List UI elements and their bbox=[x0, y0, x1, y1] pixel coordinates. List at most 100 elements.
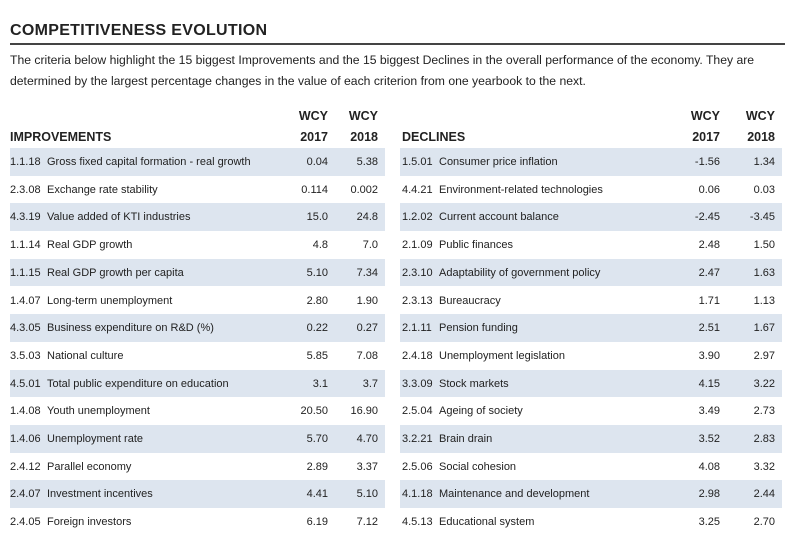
value-2018: 1.34 bbox=[753, 156, 775, 168]
criterion-name: Public finances bbox=[439, 239, 513, 252]
value-2018: 2.73 bbox=[753, 405, 775, 418]
value-2018: 3.22 bbox=[753, 377, 775, 390]
value-2018: 7.0 bbox=[362, 239, 378, 252]
value-2017: 0.22 bbox=[306, 322, 328, 335]
column-label: WCY bbox=[690, 109, 720, 123]
criterion-code: 4.3.05 bbox=[10, 322, 41, 335]
criterion-name: Brain drain bbox=[439, 433, 493, 445]
criterion-name: Social cohesion bbox=[439, 460, 517, 473]
value-2017: 2.98 bbox=[698, 488, 720, 501]
row-background bbox=[400, 203, 782, 232]
criterion-name: Current account balance bbox=[439, 211, 559, 224]
value-2017: 0.04 bbox=[306, 156, 328, 168]
row-background bbox=[400, 480, 782, 509]
criterion-name: Real GDP growth bbox=[47, 239, 133, 252]
row-background bbox=[10, 258, 385, 287]
value-2017: 20.50 bbox=[300, 405, 328, 418]
criterion-code: 1.4.06 bbox=[10, 433, 41, 445]
section-heading: IMPROVEMENTS bbox=[10, 130, 112, 144]
value-2017: 2.89 bbox=[306, 460, 328, 473]
criterion-name: Adaptability of government policy bbox=[439, 266, 601, 279]
value-2018: 0.03 bbox=[753, 183, 775, 196]
column-year: 2017 bbox=[300, 130, 328, 144]
value-2018: 7.08 bbox=[356, 349, 378, 362]
criterion-name: Youth unemployment bbox=[47, 405, 150, 418]
criterion-code: 2.3.08 bbox=[10, 183, 41, 196]
criterion-code: 2.5.04 bbox=[402, 405, 433, 418]
title-rule bbox=[10, 43, 785, 45]
criterion-code: 4.5.13 bbox=[402, 516, 433, 529]
row-background bbox=[10, 369, 385, 398]
criterion-code: 2.1.09 bbox=[402, 239, 433, 252]
criterion-name: Maintenance and development bbox=[439, 488, 590, 501]
criterion-name: Business expenditure on R&D (%) bbox=[47, 322, 214, 335]
row-background bbox=[400, 314, 782, 342]
value-2018: -3.45 bbox=[749, 211, 775, 224]
criterion-name: Gross fixed capital formation - real gro… bbox=[47, 156, 251, 168]
value-2018: 1.90 bbox=[356, 294, 378, 307]
value-2018: 5.38 bbox=[356, 156, 378, 168]
value-2018: 4.70 bbox=[356, 433, 378, 445]
criterion-code: 2.4.12 bbox=[10, 460, 41, 473]
criterion-name: Environment-related technologies bbox=[439, 183, 603, 196]
column-year: 2018 bbox=[350, 130, 378, 144]
value-2018: 5.10 bbox=[356, 488, 378, 501]
criterion-code: 2.1.11 bbox=[402, 322, 432, 335]
criterion-code: 2.4.05 bbox=[10, 516, 41, 529]
value-2018: 3.32 bbox=[753, 460, 775, 473]
value-2018: 1.63 bbox=[753, 266, 775, 279]
value-2017: 2.80 bbox=[306, 294, 328, 307]
criterion-code: 4.3.19 bbox=[10, 211, 41, 224]
row-background bbox=[400, 148, 782, 176]
value-2017: -1.56 bbox=[694, 156, 720, 168]
value-2018: 7.12 bbox=[356, 516, 378, 529]
criterion-name: Unemployment legislation bbox=[439, 349, 565, 362]
value-2017: 2.48 bbox=[698, 239, 720, 252]
criterion-name: Consumer price inflation bbox=[439, 156, 558, 168]
criterion-code: 1.1.15 bbox=[10, 266, 41, 279]
criterion-name: Value added of KTI industries bbox=[47, 211, 191, 224]
criterion-code: 1.4.08 bbox=[10, 405, 41, 418]
criterion-name: Long-term unemployment bbox=[47, 294, 173, 307]
row-background bbox=[400, 258, 782, 287]
section-heading: DECLINES bbox=[402, 130, 466, 144]
criterion-name: Investment incentives bbox=[47, 488, 153, 501]
column-year: 2018 bbox=[747, 130, 775, 144]
value-2017: 1.71 bbox=[698, 294, 720, 307]
value-2018: 0.27 bbox=[356, 322, 378, 335]
value-2017: 6.19 bbox=[306, 516, 328, 529]
criterion-code: 1.4.07 bbox=[10, 294, 41, 307]
value-2017: 3.52 bbox=[698, 433, 720, 445]
criterion-name: National culture bbox=[47, 349, 124, 362]
criterion-code: 4.1.18 bbox=[402, 488, 433, 501]
row-background bbox=[400, 425, 782, 453]
value-2018: 7.34 bbox=[356, 266, 378, 279]
criterion-name: Total public expenditure on education bbox=[47, 377, 229, 390]
value-2017: -2.45 bbox=[694, 211, 720, 224]
value-2017: 3.25 bbox=[698, 516, 720, 529]
criterion-name: Parallel economy bbox=[47, 460, 132, 473]
criterion-code: 2.4.18 bbox=[402, 349, 433, 362]
criterion-name: Real GDP growth per capita bbox=[47, 266, 184, 279]
column-label: WCY bbox=[348, 109, 378, 123]
criterion-name: Ageing of society bbox=[439, 405, 523, 418]
value-2017: 0.114 bbox=[301, 183, 328, 196]
criterion-name: Bureaucracy bbox=[439, 294, 501, 307]
criterion-code: 4.4.21 bbox=[402, 183, 433, 196]
row-background bbox=[10, 203, 385, 232]
criterion-name: Foreign investors bbox=[47, 516, 132, 529]
criterion-code: 2.4.07 bbox=[10, 488, 41, 501]
title: COMPETITIVENESS EVOLUTION bbox=[10, 22, 268, 39]
criterion-code: 3.2.21 bbox=[402, 433, 433, 445]
value-2018: 2.44 bbox=[753, 488, 775, 501]
value-2017: 5.10 bbox=[306, 266, 328, 279]
value-2017: 5.70 bbox=[306, 433, 328, 445]
criterion-code: 1.2.02 bbox=[402, 211, 433, 224]
value-2017: 2.47 bbox=[698, 266, 720, 279]
value-2017: 4.8 bbox=[312, 239, 328, 252]
value-2017: 3.49 bbox=[698, 405, 720, 418]
criterion-code: 3.5.03 bbox=[10, 349, 41, 362]
value-2017: 0.06 bbox=[698, 183, 720, 196]
value-2017: 15.0 bbox=[306, 211, 328, 224]
